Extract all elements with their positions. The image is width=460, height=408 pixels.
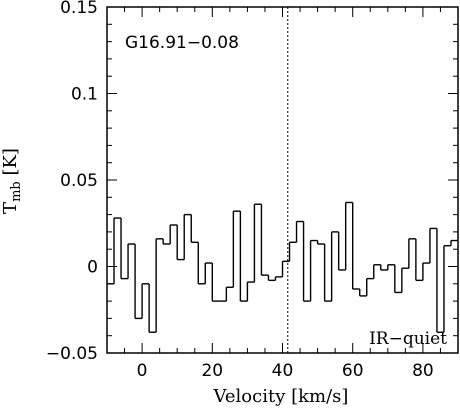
y-tick-label: 0.05 (60, 171, 98, 191)
x-tick-label: 80 (412, 361, 434, 381)
y-tick-label: 0.1 (71, 85, 98, 105)
classification-label: IR−quiet (369, 329, 447, 349)
y-tick-label: 0 (87, 258, 98, 278)
y-tick-labels: −0.05 0 0.05 0.1 0.15 (46, 0, 98, 364)
axis-ticks (107, 6, 459, 354)
y-axis-label-unit: [K] (0, 148, 21, 181)
x-tick-label: 0 (137, 361, 148, 381)
y-axis-label: Tmb [K] (0, 148, 24, 214)
spectrum-series-layer (107, 201, 458, 333)
plot-frame (106, 6, 459, 354)
x-tick-label: 60 (342, 361, 364, 381)
x-axis-label: Velocity [km/s] (213, 386, 349, 407)
y-axis-label-main: T (0, 202, 21, 214)
x-tick-label: 20 (201, 361, 223, 381)
source-name-label: G16.91−0.08 (125, 33, 239, 53)
x-tick-label: 40 (272, 361, 294, 381)
y-tick-label: −0.05 (46, 344, 98, 364)
x-tick-labels: 0 20 40 60 80 (137, 361, 434, 381)
y-axis-label-sub: mb (9, 181, 24, 202)
y-tick-label: 0.15 (60, 0, 98, 18)
